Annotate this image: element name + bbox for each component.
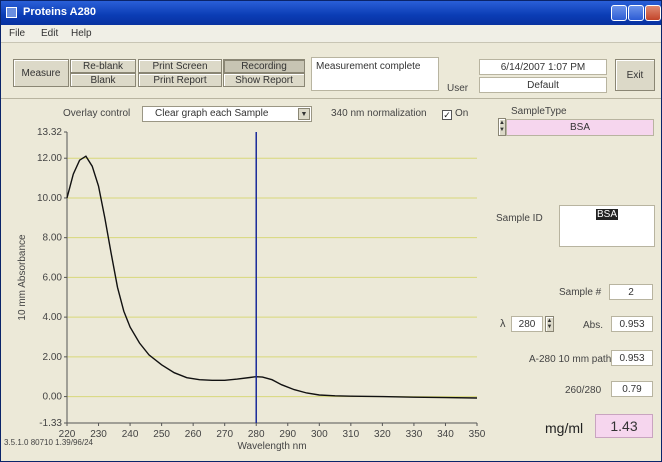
y-tick-label: 12.00 <box>37 153 62 164</box>
y-tick-label: 4.00 <box>43 312 63 323</box>
exit-button[interactable]: Exit <box>615 59 655 91</box>
y-axis-title: 10 mm Absorbance <box>17 234 28 321</box>
y-tick-label: 6.00 <box>43 272 63 283</box>
blank-button[interactable]: Blank <box>70 73 136 87</box>
mgml-field: 1.43 <box>595 414 653 438</box>
datetime-field: 6/14/2007 1:07 PM <box>479 59 607 75</box>
x-tick-label: 320 <box>374 429 391 440</box>
print-screen-button[interactable]: Print Screen <box>138 59 222 73</box>
ratio-label: 260/280 <box>565 385 601 396</box>
x-tick-label: 280 <box>248 429 265 440</box>
y-tick-label: 13.32 <box>37 127 62 138</box>
x-tick-label: 250 <box>153 429 170 440</box>
measure-button[interactable]: Measure <box>13 59 69 87</box>
status-text: Measurement complete <box>316 61 421 72</box>
mgml-label: mg/ml <box>545 420 583 436</box>
sample-id-value: BSA <box>596 209 618 220</box>
y-tick-label: 10.00 <box>37 193 62 204</box>
y-tick-label: 8.00 <box>43 233 63 244</box>
lambda-symbol: λ <box>500 318 506 330</box>
menu-file[interactable]: File <box>9 28 25 39</box>
x-tick-label: 300 <box>311 429 328 440</box>
absorbance-chart[interactable]: -1.33 0.00 2.00 4.00 6.00 8.00 10.00 12.00 13.32… <box>1 109 489 455</box>
x-tick-label: 290 <box>279 429 296 440</box>
sample-number-label: Sample # <box>559 287 601 298</box>
menu-help[interactable]: Help <box>71 28 92 39</box>
user-label: User <box>447 83 468 94</box>
sample-type-label: SampleType <box>511 106 567 117</box>
x-tick-label: 260 <box>185 429 202 440</box>
maximize-button[interactable] <box>628 5 644 21</box>
sample-id-field[interactable]: BSA <box>559 205 655 247</box>
y-tick-label: 2.00 <box>43 352 63 363</box>
a280-field: 0.953 <box>611 350 653 366</box>
app-icon <box>6 7 17 18</box>
results-panel: SampleType ▲ ▼ BSA Sample ID BSA Sample #… <box>489 101 661 461</box>
x-tick-label: 310 <box>343 429 360 440</box>
abs-label: Abs. <box>583 320 603 331</box>
recording-button[interactable]: Recording <box>223 59 305 73</box>
version-text: 3.5.1.0 80710 1.39/96/24 <box>4 438 93 447</box>
x-tick-label: 350 <box>469 429 486 440</box>
sample-number-field: 2 <box>609 284 653 300</box>
y-tick-label: 0.00 <box>43 392 63 403</box>
user-field[interactable]: Default <box>479 77 607 93</box>
sample-id-label: Sample ID <box>496 213 543 224</box>
menu-edit[interactable]: Edit <box>41 28 58 39</box>
wavelength-spinner[interactable]: ▲ ▼ <box>545 316 554 332</box>
close-button[interactable] <box>645 5 661 21</box>
x-tick-label: 330 <box>406 429 423 440</box>
status-box: Measurement complete <box>311 57 439 91</box>
minimize-button[interactable] <box>611 5 627 21</box>
x-tick-label: 340 <box>437 429 454 440</box>
menu-bar: File Edit Help <box>1 25 661 43</box>
graph-panel: Overlay control Clear graph each Sample … <box>1 101 489 457</box>
a280-label: A-280 10 mm path <box>529 354 611 365</box>
sample-type-spinner[interactable]: ▲ ▼ <box>498 118 506 136</box>
show-report-button[interactable]: Show Report <box>223 73 305 87</box>
ratio-field: 0.79 <box>611 381 653 397</box>
reblank-button[interactable]: Re-blank <box>70 59 136 73</box>
x-axis-title: Wavelength nm <box>237 441 306 452</box>
wavelength-field[interactable]: 280 <box>511 316 543 332</box>
window-title: Proteins A280 <box>23 6 96 18</box>
sample-type-field[interactable]: BSA <box>506 119 654 136</box>
x-tick-label: 270 <box>216 429 233 440</box>
x-tick-label: 240 <box>122 429 139 440</box>
abs-field: 0.953 <box>611 316 653 332</box>
print-report-button[interactable]: Print Report <box>138 73 222 87</box>
title-bar[interactable]: Proteins A280 <box>1 1 661 25</box>
toolbar: Measure Re-blank Blank Print Screen Prin… <box>1 43 661 99</box>
y-tick-label: -1.33 <box>39 418 62 429</box>
